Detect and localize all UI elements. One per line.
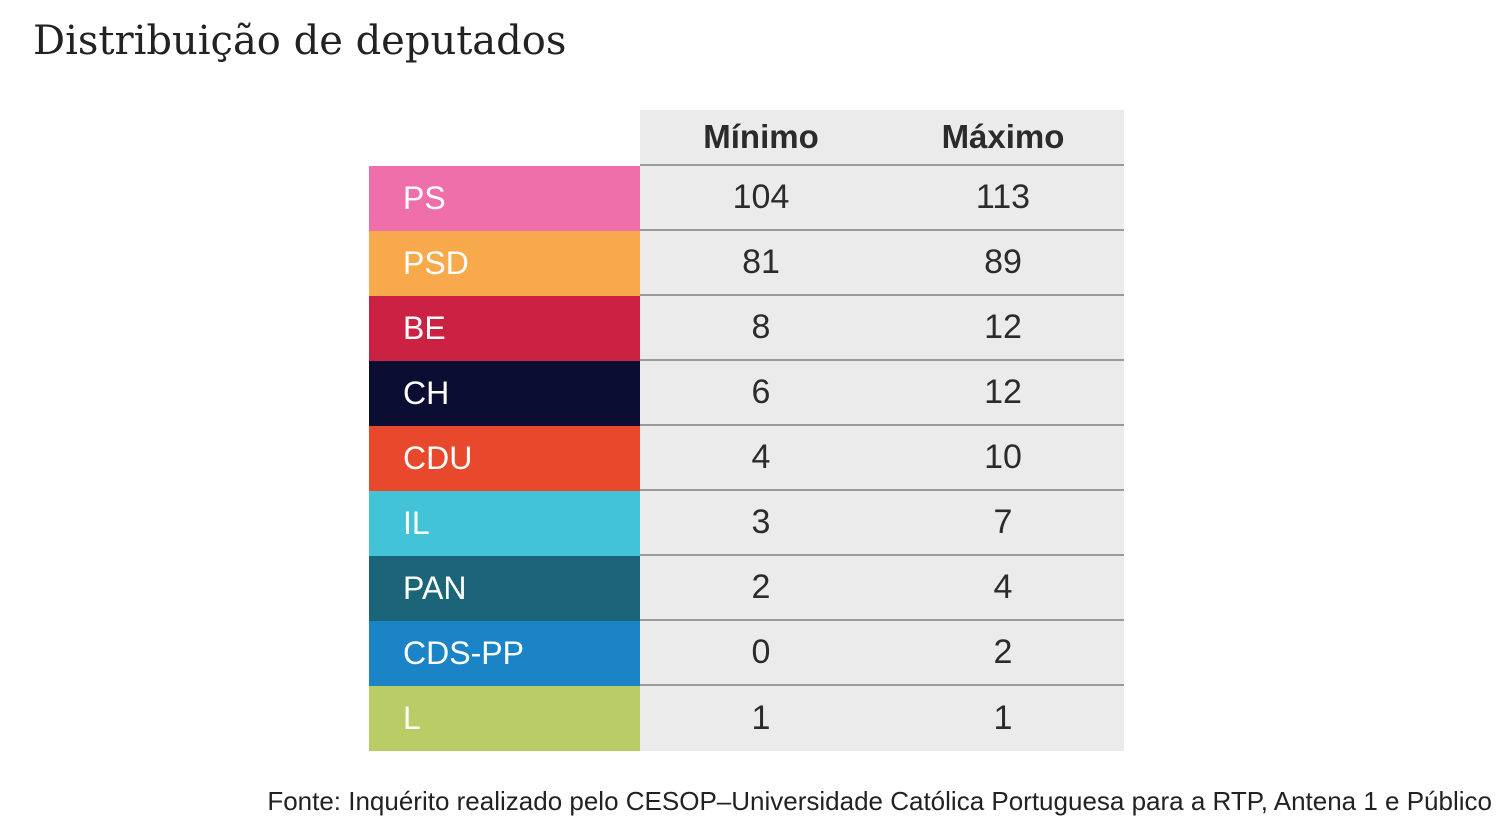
- min-value: 1: [640, 686, 882, 751]
- max-value: 10: [882, 426, 1124, 491]
- table-row: CH 6 12: [369, 361, 1125, 426]
- max-value: 4: [882, 556, 1124, 621]
- max-value: 12: [882, 296, 1124, 361]
- max-value: 2: [882, 621, 1124, 686]
- max-value: 7: [882, 491, 1124, 556]
- table-row: PSD 81 89: [369, 231, 1125, 296]
- min-value: 6: [640, 361, 882, 426]
- max-value: 12: [882, 361, 1124, 426]
- party-label: PAN: [369, 556, 640, 621]
- party-label: CDU: [369, 426, 640, 491]
- party-label: PSD: [369, 231, 640, 296]
- party-label: IL: [369, 491, 640, 556]
- max-value: 1: [882, 686, 1124, 751]
- party-label: BE: [369, 296, 640, 361]
- header-blank: [369, 110, 640, 166]
- min-value: 2: [640, 556, 882, 621]
- party-label: CH: [369, 361, 640, 426]
- seats-table: Mínimo Máximo PS 104 113 PSD 81 89 BE 8 12 CH 6 12 C…: [369, 110, 1125, 751]
- table-row: CDU 4 10: [369, 426, 1125, 491]
- header-min: Mínimo: [640, 110, 882, 166]
- source-note: Fonte: Inquérito realizado pelo CESOP–Un…: [267, 786, 1492, 816]
- party-label: L: [369, 686, 640, 751]
- table-row: PAN 2 4: [369, 556, 1125, 621]
- header-max: Máximo: [882, 110, 1124, 166]
- max-value: 89: [882, 231, 1124, 296]
- min-value: 3: [640, 491, 882, 556]
- party-label: PS: [369, 166, 640, 231]
- table-header: Mínimo Máximo: [369, 110, 1125, 166]
- max-value: 113: [882, 166, 1124, 231]
- table-row: BE 8 12: [369, 296, 1125, 361]
- chart-title: Distribuição de deputados: [33, 18, 567, 64]
- party-label: CDS-PP: [369, 621, 640, 686]
- min-value: 81: [640, 231, 882, 296]
- min-value: 104: [640, 166, 882, 231]
- table-row: IL 3 7: [369, 491, 1125, 556]
- min-value: 8: [640, 296, 882, 361]
- min-value: 4: [640, 426, 882, 491]
- table-row: PS 104 113: [369, 166, 1125, 231]
- min-value: 0: [640, 621, 882, 686]
- table-row: CDS-PP 0 2: [369, 621, 1125, 686]
- table-body: PS 104 113 PSD 81 89 BE 8 12 CH 6 12 CDU 4 10 IL 3 7 PAN 2 4…: [369, 166, 1125, 751]
